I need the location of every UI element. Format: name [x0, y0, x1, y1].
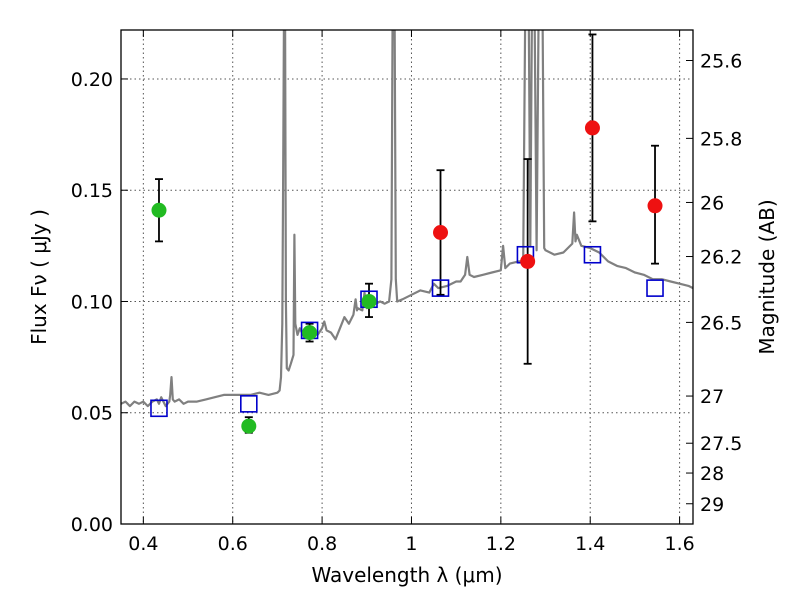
grid-layer [121, 30, 693, 525]
x-tick-label: 1.4 [575, 533, 605, 555]
model-flux-square [150, 399, 168, 418]
observed-points-layer [151, 120, 663, 434]
spectrum-layer [121, 30, 693, 408]
x-tick-label: 1 [405, 533, 417, 555]
observed-flux-point [241, 418, 257, 434]
model-flux-square [431, 279, 450, 297]
right-tick-label: 25.8 [700, 128, 742, 150]
y-tick-label: 0.10 [71, 291, 113, 313]
y-tick-label: 0.00 [71, 514, 113, 536]
x-tick-label: 0.6 [218, 533, 248, 555]
right-tick-label: 27 [700, 386, 724, 408]
model-flux-square [240, 395, 258, 413]
observed-flux-point [584, 120, 600, 136]
model-flux-square [646, 279, 664, 297]
y-tick-label: 0.05 [71, 403, 113, 425]
y-axis-label: Flux Fν ( μJy ) [27, 209, 51, 345]
x-tick-label: 0.4 [128, 533, 158, 555]
model-points-layer [150, 245, 664, 418]
right-tick-label: 29 [700, 494, 724, 516]
x-tick-label: 0.8 [307, 533, 337, 555]
right-tick-label: 26 [700, 192, 724, 214]
model-flux-square [583, 245, 602, 264]
observed-flux-point [520, 253, 536, 269]
x-tick-label: 1.6 [664, 533, 694, 555]
right-tick-label: 28 [700, 463, 724, 485]
plot-frame [120, 29, 694, 525]
observed-flux-point [151, 202, 167, 218]
right-tick-label: 27.5 [700, 433, 742, 455]
right-tick-label: 25.6 [700, 50, 742, 72]
observed-flux-point [302, 325, 318, 341]
errorbar-layer [154, 33, 660, 434]
right-axis-label: Magnitude (AB) [755, 199, 779, 354]
tick-layer: 0.4 0.6 0.8 1 1.2 1.4 1.6 0.00 0.05 0.10 0.15 0.20 2… [71, 30, 742, 555]
right-tick-label: 26.2 [700, 247, 742, 269]
y-tick-label: 0.15 [71, 180, 113, 202]
observed-flux-point [433, 224, 449, 240]
x-axis-label: Wavelength λ (μm) [311, 563, 502, 587]
y-tick-label: 0.20 [71, 69, 113, 91]
spectrum-line [121, 30, 693, 408]
observed-flux-point [647, 198, 663, 214]
x-tick-label: 1.2 [486, 533, 516, 555]
observed-flux-point [361, 293, 377, 309]
right-tick-label: 26.5 [700, 312, 742, 334]
